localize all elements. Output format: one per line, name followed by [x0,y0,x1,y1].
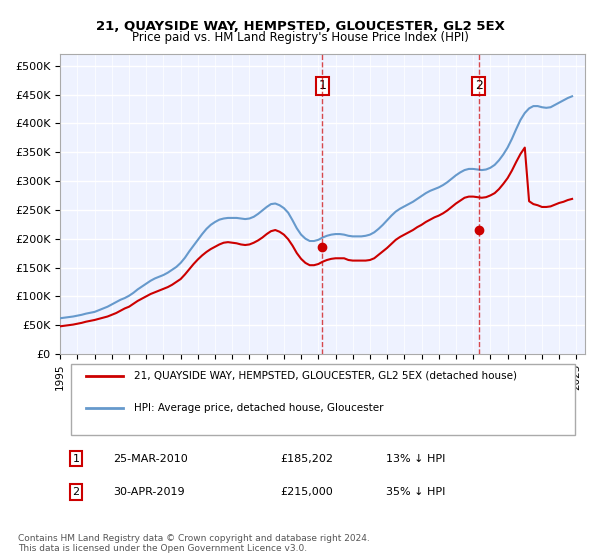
Text: 2: 2 [475,80,483,92]
Text: 21, QUAYSIDE WAY, HEMPSTED, GLOUCESTER, GL2 5EX: 21, QUAYSIDE WAY, HEMPSTED, GLOUCESTER, … [95,20,505,32]
Text: 2: 2 [73,487,80,497]
Text: 13% ↓ HPI: 13% ↓ HPI [386,454,445,464]
Text: £215,000: £215,000 [281,487,334,497]
Text: Contains HM Land Registry data © Crown copyright and database right 2024.
This d: Contains HM Land Registry data © Crown c… [18,534,370,553]
FancyBboxPatch shape [71,364,575,435]
Text: 35% ↓ HPI: 35% ↓ HPI [386,487,445,497]
Text: 30-APR-2019: 30-APR-2019 [113,487,184,497]
Text: 21, QUAYSIDE WAY, HEMPSTED, GLOUCESTER, GL2 5EX (detached house): 21, QUAYSIDE WAY, HEMPSTED, GLOUCESTER, … [134,371,517,381]
Text: HPI: Average price, detached house, Gloucester: HPI: Average price, detached house, Glou… [134,403,383,413]
Text: 1: 1 [73,454,79,464]
Text: Price paid vs. HM Land Registry's House Price Index (HPI): Price paid vs. HM Land Registry's House … [131,31,469,44]
Text: £185,202: £185,202 [281,454,334,464]
Text: 1: 1 [319,80,326,92]
Text: 25-MAR-2010: 25-MAR-2010 [113,454,187,464]
